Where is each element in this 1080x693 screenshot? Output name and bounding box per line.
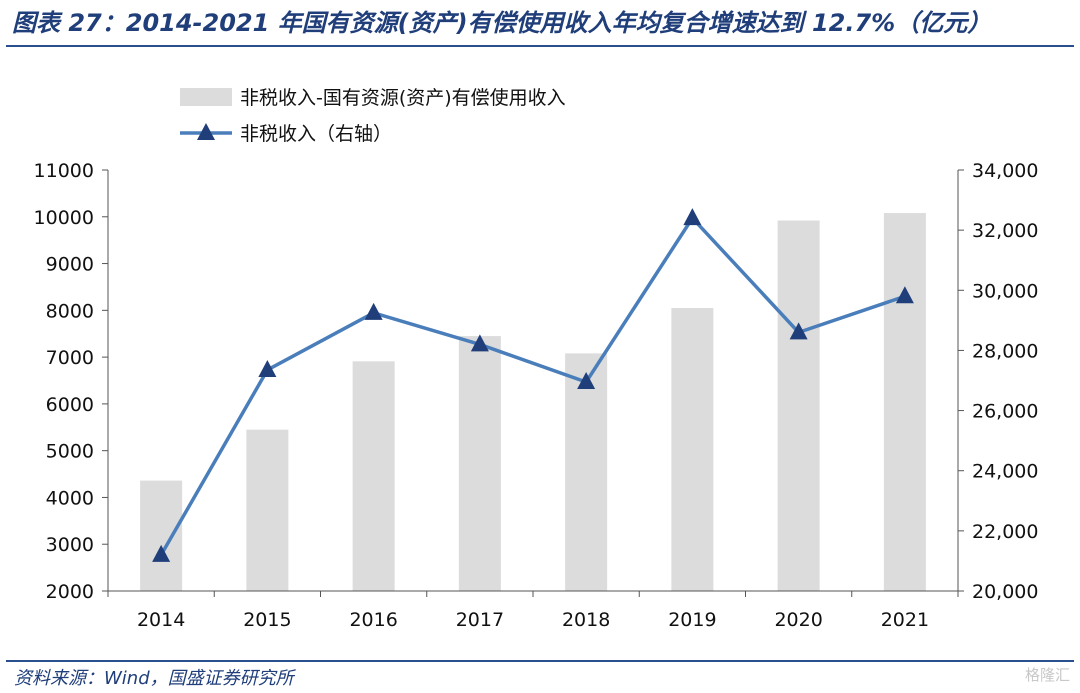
line-point-2018 [577,372,596,390]
right-tick-label: 26,000 [972,401,1038,423]
x-tick-label: 2020 [774,609,822,631]
right-tick-label: 22,000 [972,521,1038,543]
right-tick-label: 30,000 [972,280,1038,302]
legend-line-marker [197,123,215,140]
right-tick-label: 24,000 [972,461,1038,483]
left-tick-label: 6000 [46,394,94,416]
line-point-2017 [470,334,489,352]
left-tick-label: 11000 [34,160,94,182]
legend-bar-swatch [180,88,232,106]
left-tick-label: 7000 [46,347,94,369]
x-tick-label: 2015 [243,609,291,631]
bar-2018 [565,353,608,591]
left-tick-label: 5000 [46,441,94,463]
legend-bar-label: 非税收入-国有资源(资产)有偿使用收入 [240,87,566,109]
x-tick-label: 2018 [562,609,610,631]
line-point-2015 [258,359,277,377]
left-tick-label: 10000 [34,207,94,229]
right-tick-label: 32,000 [972,220,1038,242]
left-tick-label: 2000 [46,581,94,603]
line-series [159,216,906,556]
bar-2021 [883,213,926,591]
left-tick-label: 9000 [46,254,94,276]
chart-title: 图表 27：2014-2021 年国有资源(资产)有偿使用收入年均复合增速达到 … [12,9,992,37]
bar-2020 [777,220,820,591]
legend-line-label: 非税收入（右轴） [240,123,392,145]
bar-2017 [458,336,501,591]
watermark: 格隆汇 [1024,666,1070,684]
right-tick-label: 20,000 [972,581,1038,603]
footer-divider [6,660,1074,662]
line-point-2016 [364,302,383,320]
right-tick-label: 28,000 [972,340,1038,362]
x-tick-label: 2021 [881,609,929,631]
left-tick-label: 3000 [46,534,94,556]
line-point-2020 [789,322,808,340]
bar-2015 [246,429,289,591]
line-point-2019 [683,208,702,226]
x-tick-label: 2016 [349,609,397,631]
bar-2014 [140,480,183,591]
title-divider [6,45,1074,47]
bar-2019 [671,307,714,591]
left-tick-label: 4000 [46,487,94,509]
source-note: 资料来源：Wind，国盛证券研究所 [14,668,294,689]
left-tick-label: 8000 [46,300,94,322]
x-tick-label: 2014 [137,609,185,631]
bar-2016 [352,361,395,591]
line-point-2021 [895,286,914,304]
right-tick-label: 34,000 [972,160,1038,182]
line-point-2014 [152,544,171,562]
x-tick-label: 2017 [456,609,504,631]
x-tick-label: 2019 [668,609,716,631]
